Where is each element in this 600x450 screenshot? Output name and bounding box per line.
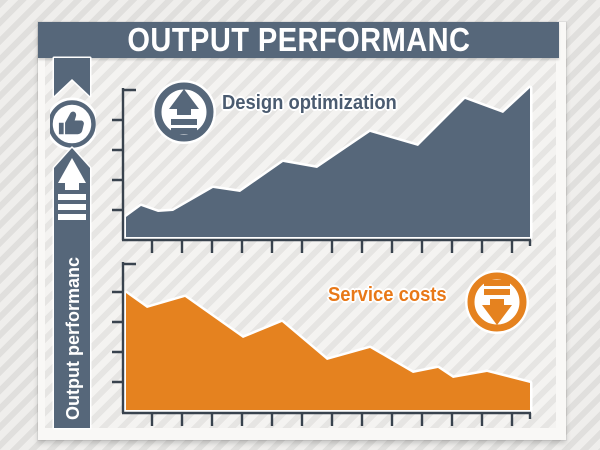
thumbs-up-icon — [58, 111, 84, 135]
title-bar: OUTPUT PERFORMANC — [38, 21, 559, 58]
sidebar-vertical-label: Output performanc — [63, 257, 83, 420]
arrow-up-icon — [58, 158, 86, 220]
design-optimization-chart — [112, 85, 533, 253]
service-costs-chart — [112, 262, 533, 426]
circle-arrow-up-icon — [152, 80, 216, 144]
service-costs-area — [123, 290, 533, 413]
circle-arrow-down-icon — [465, 270, 529, 334]
ribbon-banner — [52, 56, 92, 98]
sidebar-ribbon: Output performanc — [50, 56, 96, 430]
service-costs-axes — [112, 262, 532, 426]
arrow-up-glyph — [169, 89, 199, 134]
page-title: OUTPUT PERFORMANC — [126, 21, 471, 58]
arrow-down-glyph — [482, 280, 512, 325]
design-optimization-axes — [112, 88, 532, 253]
design-optimization-area — [123, 85, 533, 240]
service-costs-label: Service costs — [328, 284, 447, 306]
design-optimization-label: Design optimization — [222, 92, 397, 114]
